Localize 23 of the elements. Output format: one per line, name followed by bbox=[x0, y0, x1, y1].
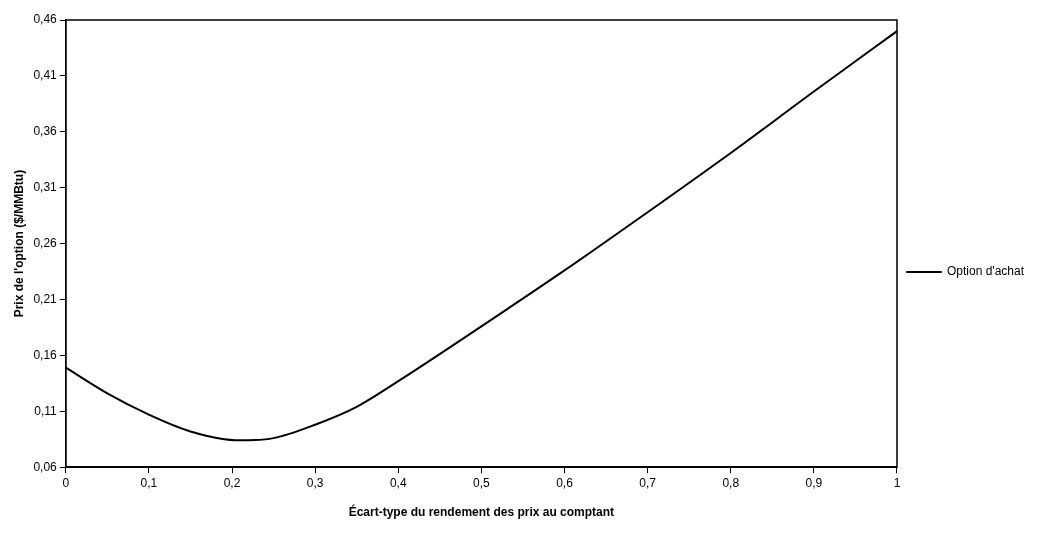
y-axis-title: Prix de l'option ($/MMBtu) bbox=[11, 169, 26, 318]
y-tick-label: 0,26 bbox=[33, 235, 58, 250]
x-tick-label: 0,1 bbox=[140, 475, 158, 490]
x-tick-label: 0,2 bbox=[223, 475, 241, 490]
legend-label: Option d'achat bbox=[946, 264, 1025, 279]
x-tick-label: 0,4 bbox=[389, 475, 407, 490]
y-tick-label: 0,41 bbox=[33, 68, 58, 83]
x-tick-label: 0,7 bbox=[639, 475, 657, 490]
x-tick-label: 0,9 bbox=[805, 475, 823, 490]
y-tick-label: 0,46 bbox=[33, 12, 58, 27]
y-tick-label: 0,31 bbox=[33, 180, 58, 195]
x-tick-label: 0,3 bbox=[306, 475, 324, 490]
y-tick-label: 0,21 bbox=[33, 291, 58, 306]
y-tick-label: 0,16 bbox=[33, 347, 58, 362]
x-tick-label: 0,8 bbox=[722, 475, 740, 490]
x-tick-label: 0 bbox=[62, 475, 70, 490]
y-tick-label: 0,06 bbox=[33, 459, 58, 474]
y-tick-label: 0,11 bbox=[34, 403, 58, 418]
x-axis-title: Écart-type du rendement des prix au comptant bbox=[348, 504, 615, 520]
x-tick-label: 0,6 bbox=[556, 475, 574, 490]
x-tick-label: 1 bbox=[893, 475, 901, 490]
y-tick-label: 0,36 bbox=[33, 124, 58, 139]
x-tick-label: 0,5 bbox=[473, 475, 491, 490]
